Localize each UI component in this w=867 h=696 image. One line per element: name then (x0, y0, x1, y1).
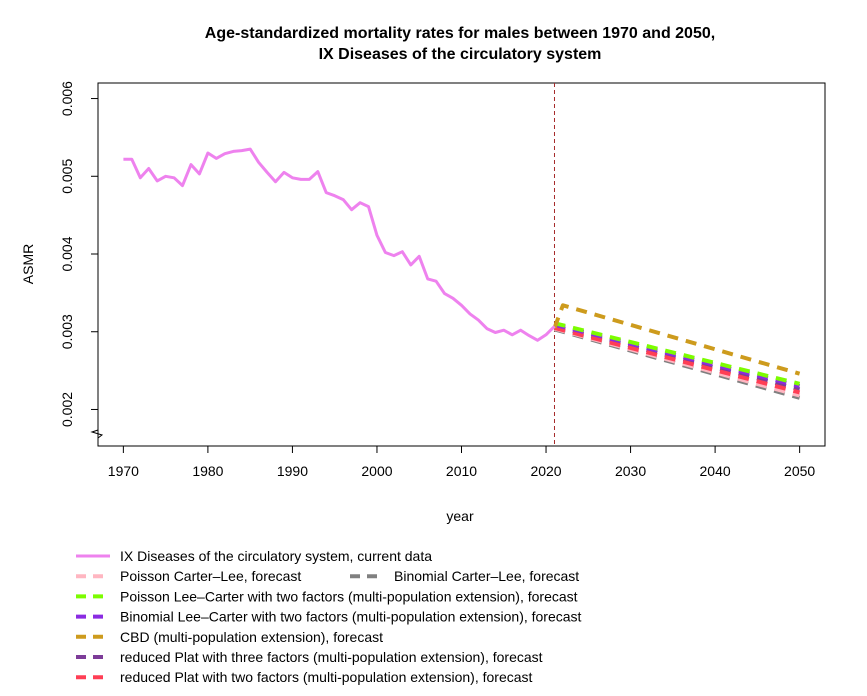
plot-area (123, 83, 801, 446)
legend-label-1: Poisson Carter–Lee, forecast (120, 568, 301, 584)
y-tick-label: 0.003 (59, 314, 75, 349)
x-tick-label: 2030 (615, 463, 646, 479)
legend-label-2: Binomial Carter–Lee, forecast (394, 568, 579, 584)
x-tick-label: 1990 (277, 463, 308, 479)
series-line-3 (554, 321, 801, 386)
legend-label-6: reduced Plat with three factors (multi-p… (120, 649, 543, 665)
legend-label-3: Poisson Lee–Carter with two factors (mul… (120, 588, 578, 604)
x-tick-label: 1970 (108, 463, 139, 479)
x-tick-label: 2020 (530, 463, 561, 479)
legend-label-7: reduced Plat with two factors (multi-pop… (120, 669, 533, 685)
series-line-5 (552, 303, 801, 376)
x-tick-label: 2040 (700, 463, 731, 479)
chart-title: Age-standardized mortality rates for mal… (205, 25, 715, 42)
x-tick-label: 2010 (446, 463, 477, 479)
x-tick-label: 2000 (361, 463, 392, 479)
x-tick-label: 1980 (192, 463, 223, 479)
legend-label-4: Binomial Lee–Carter with two factors (mu… (120, 609, 582, 625)
y-axis-label: ASMR (20, 244, 36, 284)
series-line-7 (553, 325, 801, 395)
legend: IX Diseases of the circulatory system, c… (76, 548, 582, 685)
x-axis-label: year (446, 508, 474, 524)
legend-label-5: CBD (multi-population extension), foreca… (120, 629, 383, 645)
plot-frame (97, 82, 826, 447)
y-axis: 0.002 0.003 0.004 0.005 0.006 (59, 81, 104, 439)
series-line-0 (123, 147, 556, 342)
chart-subtitle: IX Diseases of the circulatory system (319, 46, 602, 63)
x-axis: 1970 1980 1990 2000 2010 2020 2030 2040 2050 (108, 445, 815, 479)
y-tick-label: 0.005 (59, 159, 75, 194)
axis-break-mark (90, 429, 104, 439)
y-tick-label: 0.002 (59, 392, 75, 427)
y-tick-label: 0.004 (59, 236, 75, 271)
y-tick-label: 0.006 (59, 81, 75, 116)
legend-label-0: IX Diseases of the circulatory system, c… (120, 548, 432, 564)
x-tick-label: 2050 (784, 463, 815, 479)
